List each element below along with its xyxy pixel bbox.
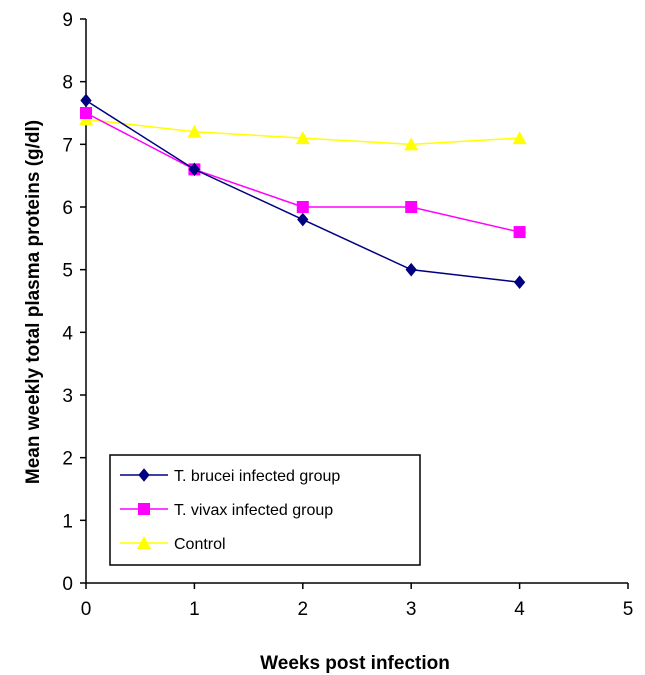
legend-label: Control	[174, 536, 226, 553]
y-tick-label: 7	[62, 135, 73, 156]
axes: 0 1 2 3 4 5 6 7 8 9 0 1 2 3 4 5	[62, 10, 633, 620]
y-tick-label: 6	[62, 198, 73, 219]
legend-marker	[137, 536, 151, 549]
data-point	[405, 262, 417, 277]
legend-entry: T. vivax infected group	[120, 502, 333, 519]
legend-label: T. brucei infected group	[174, 468, 340, 485]
legend-marker	[138, 468, 150, 482]
data-point	[187, 124, 202, 138]
data-point	[188, 162, 201, 177]
legend-entry: Control	[120, 536, 226, 553]
y-tick-label: 5	[62, 261, 73, 282]
x-tick-label: 5	[623, 599, 634, 620]
data-point	[404, 137, 419, 151]
series-line	[85, 99, 520, 283]
legend-label: T. vivax infected group	[174, 502, 333, 519]
x-tick-label: 3	[406, 599, 417, 620]
series-layer	[79, 93, 527, 289]
legend-box	[109, 454, 421, 566]
legend-marker	[138, 503, 150, 515]
series-1	[80, 93, 526, 289]
data-point	[80, 93, 92, 108]
data-point	[513, 275, 526, 289]
data-point	[512, 131, 527, 145]
y-tick-label: 9	[62, 10, 73, 31]
x-tick-label: 2	[298, 599, 309, 620]
data-point	[513, 226, 526, 239]
y-tick-label: 3	[62, 386, 73, 407]
legend-entry: T. brucei infected group	[120, 468, 340, 485]
x-tick-label: 4	[514, 599, 525, 620]
data-point	[405, 201, 418, 213]
legend: T. brucei infected group T. vivax infecte…	[109, 454, 421, 566]
y-axis-title: Mean weekly total plasma proteins (g/dl)	[23, 120, 44, 484]
y-tick-label: 2	[62, 449, 73, 470]
x-tick-label: 0	[81, 599, 92, 620]
y-tick-label: 4	[62, 323, 73, 344]
data-point	[296, 201, 309, 213]
data-point	[295, 131, 310, 145]
x-axis-title: Weeks post infection	[260, 653, 450, 674]
data-point	[297, 212, 309, 227]
x-tick-label: 1	[189, 599, 200, 620]
data-point	[80, 107, 92, 119]
y-tick-label: 8	[62, 73, 73, 94]
y-tick-label: 1	[62, 511, 73, 532]
y-tick-label: 0	[62, 574, 73, 595]
